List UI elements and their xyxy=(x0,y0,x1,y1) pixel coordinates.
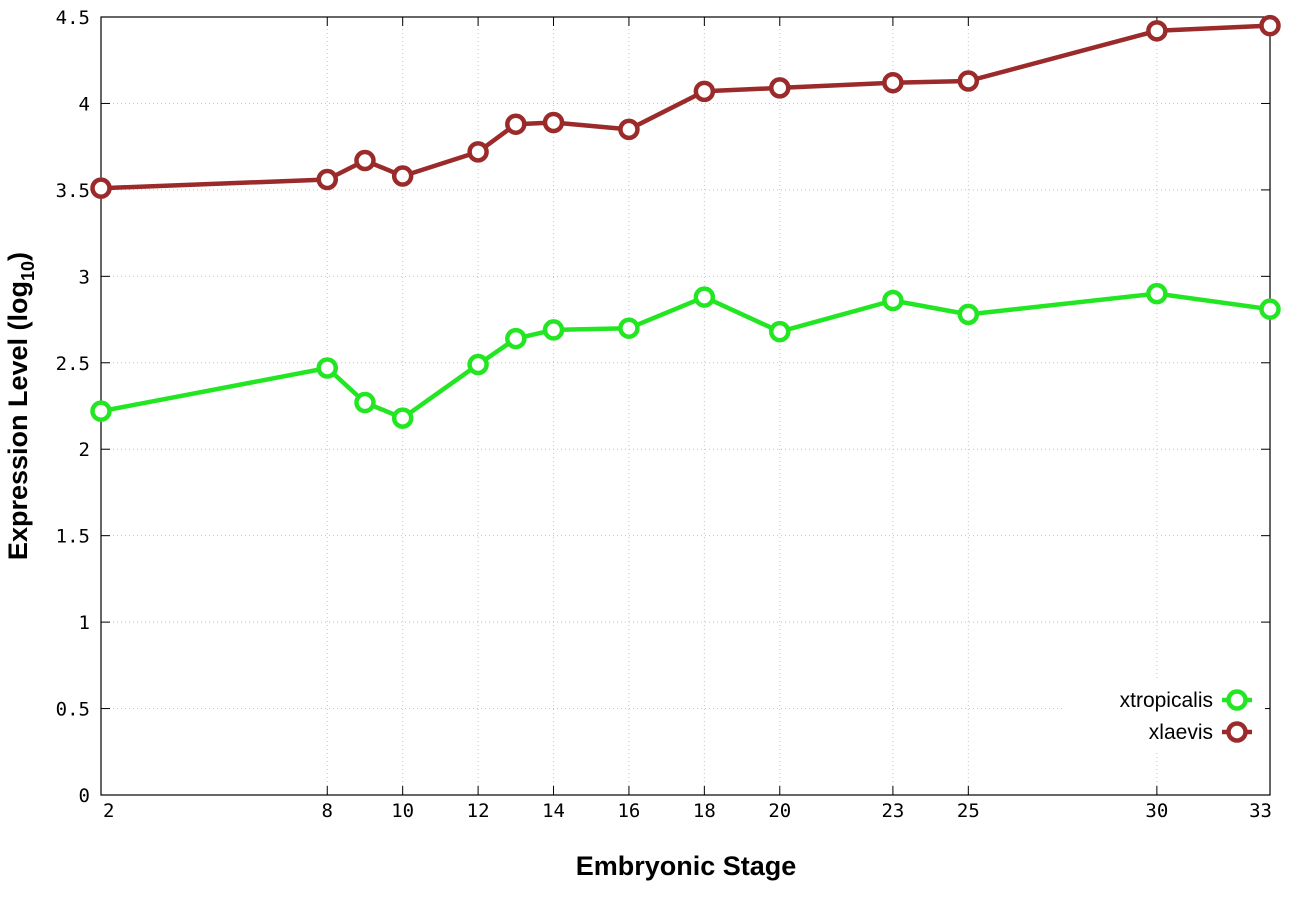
data-point-xlaevis xyxy=(1146,20,1168,42)
data-point-xtropicalis xyxy=(618,317,640,339)
x-tick-label: 16 xyxy=(617,800,640,822)
x-tick-label: 30 xyxy=(1145,800,1168,822)
x-tick-label: 33 xyxy=(1249,800,1272,822)
x-tick-label: 20 xyxy=(768,800,791,822)
series-xtropicalis xyxy=(90,282,1281,429)
y-tick-label: 4 xyxy=(79,93,90,115)
data-point-xtropicalis xyxy=(957,303,980,326)
data-point-xtropicalis xyxy=(769,320,791,343)
data-point-xlaevis xyxy=(90,177,112,199)
data-point-xlaevis xyxy=(1259,14,1281,37)
legend: xtropicalis xlaevis xyxy=(1065,680,1265,750)
data-point-xtropicalis xyxy=(542,319,565,341)
y-tick-label: 1.5 xyxy=(56,526,90,548)
y-axis-title-suffix: ) xyxy=(3,252,33,261)
data-point-xlaevis xyxy=(618,118,640,141)
y-tick-label: 0.5 xyxy=(56,699,90,721)
y-tick-label: 2.5 xyxy=(56,353,90,375)
data-point-xlaevis xyxy=(693,80,716,103)
series-line-xtropicalis xyxy=(98,291,1273,421)
x-tick-label: 12 xyxy=(467,800,490,822)
legend-swatch-marker-xlaevis xyxy=(1226,721,1248,743)
data-point-xlaevis xyxy=(957,70,980,92)
x-tick-label: 25 xyxy=(957,800,980,822)
data-point-xlaevis xyxy=(354,149,376,172)
data-point-xtropicalis xyxy=(505,327,527,350)
x-tick-label: 23 xyxy=(881,800,904,822)
x-tick-label: 18 xyxy=(693,800,716,822)
data-point-xlaevis xyxy=(391,165,414,187)
x-axis-title: Embryonic Stage xyxy=(576,851,797,881)
grid-lines xyxy=(101,17,1270,795)
x-tick-label: 2 xyxy=(103,800,114,822)
y-axis-title: Expression Level (log10) xyxy=(3,252,38,560)
data-point-xlaevis xyxy=(542,111,565,134)
legend-swatch-marker-xtropicalis xyxy=(1226,689,1248,711)
data-point-xtropicalis xyxy=(90,400,112,422)
x-tick-label: 14 xyxy=(542,800,565,822)
x-tick-label: 10 xyxy=(391,800,414,822)
y-tick-label: 3.5 xyxy=(56,180,90,202)
data-point-xtropicalis xyxy=(693,286,716,308)
data-point-xtropicalis xyxy=(391,407,414,429)
y-tick-label: 2 xyxy=(79,439,90,461)
plot-frame xyxy=(100,16,1271,796)
data-point-xlaevis xyxy=(316,168,339,191)
axis-ticks xyxy=(100,16,1271,796)
x-tick-label: 8 xyxy=(322,800,333,822)
data-point-xtropicalis xyxy=(316,357,339,379)
y-tick-label: 1 xyxy=(79,612,90,634)
y-axis-title-main: Expression Level (log xyxy=(3,281,33,560)
y-tick-labels: 0 0.5 1 1.5 2 2.5 3 3.5 4 4.5 xyxy=(56,7,90,807)
series-group xyxy=(90,14,1281,429)
data-point-xlaevis xyxy=(769,77,791,99)
data-point-xlaevis xyxy=(467,141,489,163)
data-point-xtropicalis xyxy=(354,391,376,414)
y-tick-label: 4.5 xyxy=(56,7,90,29)
data-point-xlaevis xyxy=(505,113,527,135)
series-xlaevis xyxy=(90,14,1281,199)
series-line-xlaevis xyxy=(98,23,1273,191)
data-point-xtropicalis xyxy=(882,289,904,312)
legend-label-xtropicalis: xtropicalis xyxy=(1120,689,1213,712)
data-point-xtropicalis xyxy=(1146,282,1168,305)
x-tick-labels: 2 8 10 12 14 16 18 20 23 25 30 33 xyxy=(103,800,1272,822)
y-tick-label: 0 xyxy=(79,785,90,807)
data-point-xtropicalis xyxy=(1259,298,1281,320)
y-tick-label: 3 xyxy=(79,266,90,288)
data-point-xtropicalis xyxy=(467,353,489,376)
y-axis-title-subscript: 10 xyxy=(18,261,38,281)
legend-label-xlaevis: xlaevis xyxy=(1149,721,1213,744)
data-point-xlaevis xyxy=(882,71,904,94)
